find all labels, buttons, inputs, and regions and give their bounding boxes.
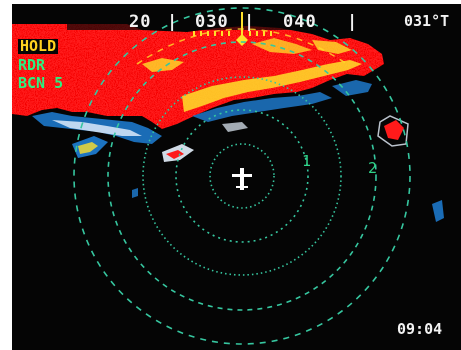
clock-readout: 09:04: [397, 320, 443, 338]
heading-ticks: [193, 31, 272, 36]
weather-cell-moderate: [312, 40, 352, 54]
weather-radar-display: 20 | 030 | 040 | 031°T HOLD RDR BCN 5 1 …: [12, 4, 461, 350]
heading-lubber-icon: [236, 34, 248, 46]
heading-label: 040: [283, 12, 317, 32]
weather-cell-heavy: [12, 24, 384, 129]
heading-tick: [207, 31, 209, 36]
radar-scope: [12, 7, 444, 345]
heading-tick: [249, 31, 251, 36]
mode-radar-label: RDR: [18, 56, 46, 74]
heading-tick: [214, 31, 216, 36]
heading-tape: 20 | 030 | 040 |: [67, 12, 407, 34]
heading-tick: [193, 31, 195, 36]
heading-separator: |: [244, 12, 255, 32]
aircraft-symbol-icon: [232, 168, 252, 190]
range-ring-label: 1: [302, 152, 312, 170]
weather-cell-isolated: [78, 142, 98, 154]
heading-tick: [221, 31, 223, 36]
heading-label: 20: [129, 12, 152, 32]
heading-label: 030: [195, 12, 229, 32]
weather-cell-light: [192, 92, 332, 122]
weather-cell-moderate: [142, 58, 184, 72]
scan-arc: [136, 28, 348, 65]
heading-tick: [256, 31, 258, 36]
weather-cell-isolated: [377, 115, 409, 147]
weather-cell-isolated: [222, 122, 248, 132]
range-ring-2: [107, 41, 377, 311]
mode-beacon-label: BCN 5: [18, 74, 64, 92]
range-ring-inner: [209, 143, 275, 209]
heading-tape-bar: [67, 10, 407, 30]
range-ring-1: [175, 109, 309, 243]
heading-tick: [228, 31, 230, 36]
heading-tick: [263, 31, 265, 36]
heading-tick: [200, 31, 202, 36]
heading-tick: [270, 31, 272, 36]
range-ring-outer: [73, 7, 411, 345]
mode-hold-label: HOLD: [18, 37, 59, 55]
range-ring-mid: [142, 76, 342, 276]
range-ring-label: 2: [368, 159, 378, 177]
weather-cell-isolated: [384, 120, 404, 140]
weather-cell-moderate: [182, 60, 362, 112]
weather-cell-isolated: [432, 200, 444, 222]
weather-cell-moderate: [252, 38, 312, 54]
weather-cell-light: [52, 120, 142, 136]
weather-returns: [12, 24, 444, 222]
heading-readout: 031°T: [404, 12, 450, 30]
weather-cell-light: [332, 80, 372, 96]
weather-cell-isolated: [166, 150, 184, 159]
range-rings: [73, 7, 411, 345]
heading-separator: |: [167, 12, 178, 32]
weather-cell-isolated: [132, 188, 138, 198]
heading-separator: |: [347, 12, 358, 32]
